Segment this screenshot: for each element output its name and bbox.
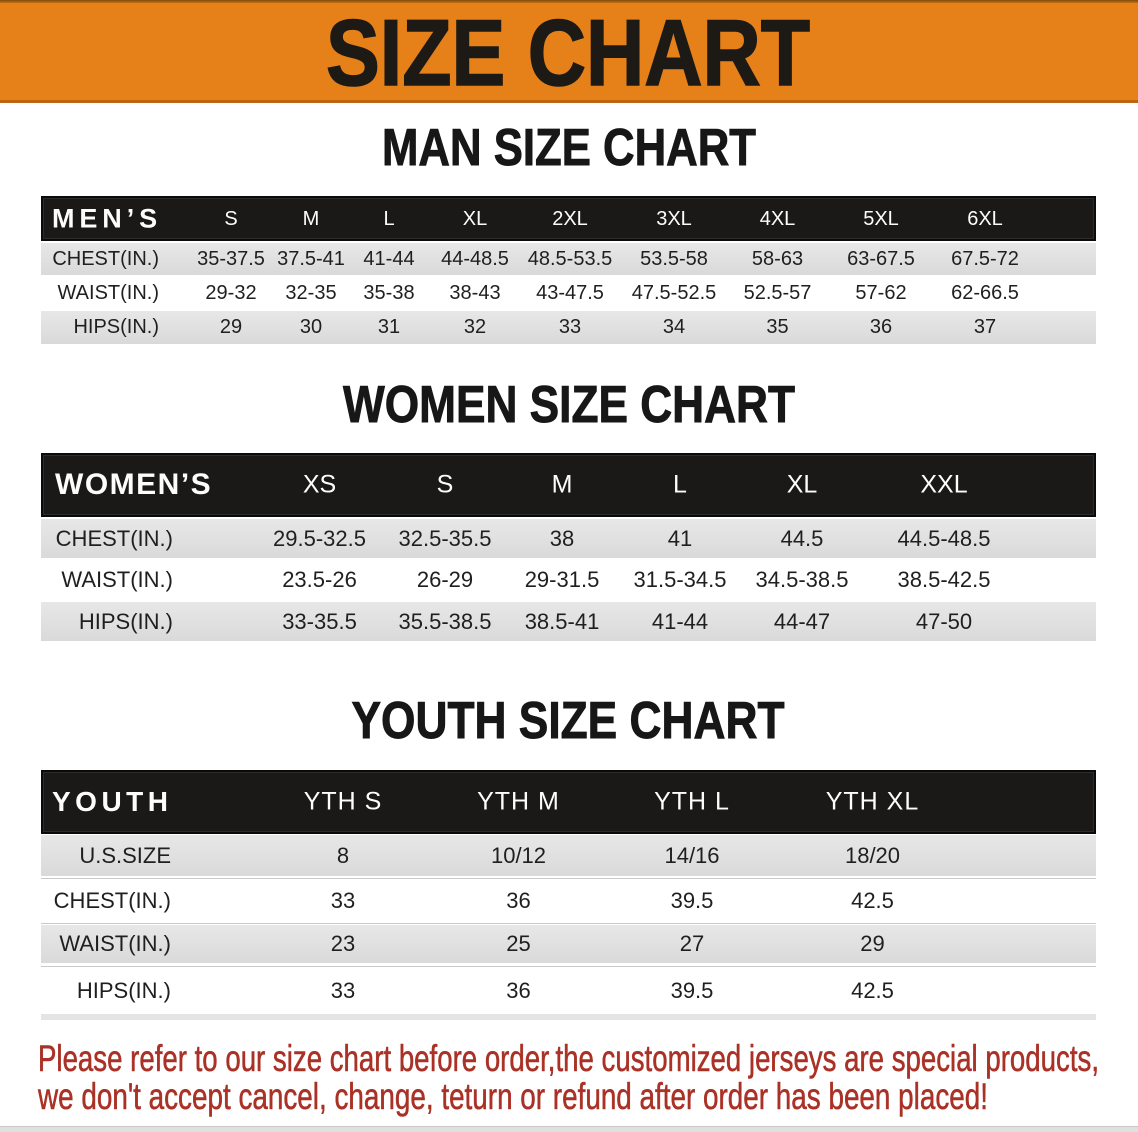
svg-text:MAN SIZE CHART: MAN SIZE CHART <box>382 119 756 177</box>
svg-text:we don't accept cancel, change: we don't accept cancel, change, teturn o… <box>37 1076 988 1117</box>
svg-text:SIZE CHART: SIZE CHART <box>326 0 810 105</box>
svg-text:Please refer to our size chart: Please refer to our size chart before or… <box>38 1038 1099 1079</box>
svg-text:YOUTH SIZE CHART: YOUTH SIZE CHART <box>352 692 785 750</box>
svg-text:WOMEN SIZE CHART: WOMEN SIZE CHART <box>343 376 795 434</box>
